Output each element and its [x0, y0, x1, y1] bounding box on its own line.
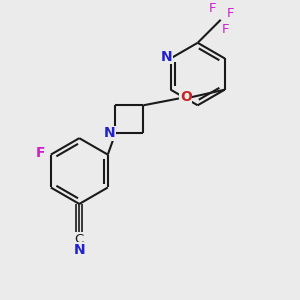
Text: N: N: [161, 50, 172, 64]
Text: O: O: [180, 91, 192, 104]
Text: F: F: [222, 23, 230, 36]
Text: N: N: [104, 126, 116, 140]
Text: F: F: [209, 2, 216, 15]
Text: F: F: [227, 7, 234, 20]
Text: N: N: [74, 243, 85, 257]
Text: F: F: [35, 146, 45, 160]
Text: C: C: [75, 232, 84, 246]
